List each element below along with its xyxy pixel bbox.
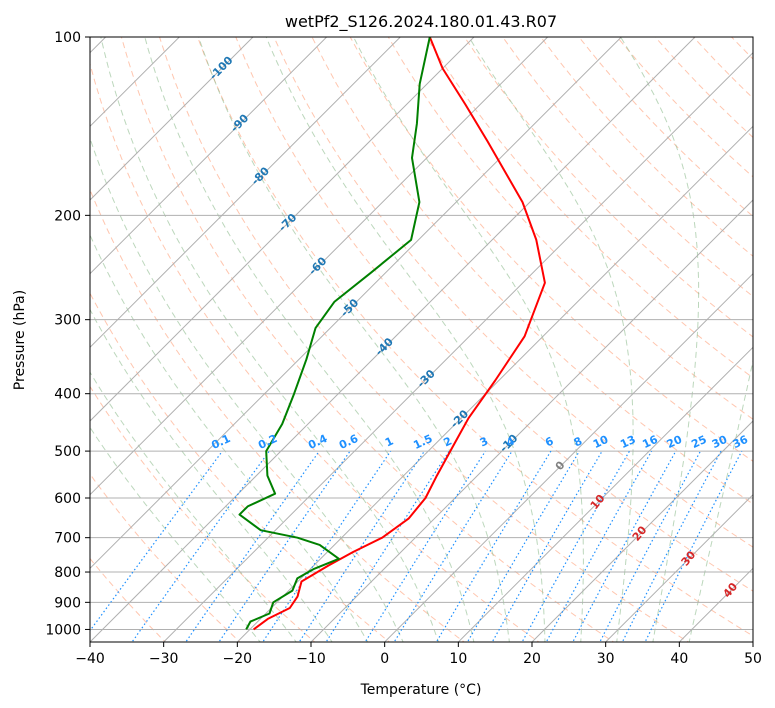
isotherm-line	[90, 37, 549, 496]
mixing-ratio-line	[393, 450, 513, 642]
mixing-ratio-label: 16	[640, 433, 660, 451]
isotherm-line	[310, 199, 753, 642]
x-tick-label: 50	[744, 651, 762, 667]
y-tick-label: 900	[54, 595, 81, 611]
mixing-ratio-line	[621, 450, 722, 642]
dry-adiabat	[90, 188, 465, 642]
isotherm-line	[457, 346, 753, 642]
isotherm-line	[90, 37, 475, 422]
dry-adiabat	[311, 37, 753, 505]
dry-adiabat	[159, 37, 690, 642]
dry-adiabat	[273, 37, 753, 548]
mixing-ratio-label: 13	[618, 433, 637, 451]
y-tick-label: 500	[54, 444, 81, 460]
mixing-ratio-label: 25	[689, 433, 708, 451]
dewpoint-profile	[238, 37, 431, 630]
dry-adiabat	[197, 37, 753, 637]
x-tick-label: −40	[75, 651, 105, 667]
mixing-ratio-line	[325, 450, 450, 642]
isotherm-line	[90, 37, 254, 201]
mixing-ratio-line	[218, 450, 351, 642]
y-tick-label: 100	[54, 30, 81, 46]
y-tick-label: 1000	[45, 622, 81, 638]
mixing-ratio-label: 10	[591, 433, 611, 451]
moist-adiabat	[90, 233, 369, 642]
y-axis-label: Pressure (hPa)	[12, 290, 28, 390]
mixing-ratio-line	[599, 450, 702, 642]
dry-adiabat	[387, 37, 753, 420]
temperature-profile	[253, 37, 546, 631]
isotherm-line	[162, 51, 753, 642]
y-tick-label: 200	[54, 208, 81, 224]
y-tick-label: 300	[54, 313, 81, 329]
y-tick-label: 400	[54, 387, 81, 403]
plot-frame	[89, 36, 754, 643]
mixing-ratio-line	[466, 450, 580, 642]
isotherm-line	[531, 420, 753, 642]
x-tick-label: 20	[523, 651, 541, 667]
mixing-ratio-line	[298, 450, 425, 642]
x-tick-label: 40	[670, 651, 688, 667]
mixing-ratio-line	[572, 450, 677, 642]
mixing-ratio-label: 30	[710, 433, 730, 451]
isotherm-line	[236, 125, 753, 642]
mixing-ratio-line	[262, 450, 392, 642]
chart-title: wetPf2_S126.2024.180.01.43.R07	[285, 12, 557, 32]
isotherm-line	[604, 493, 753, 642]
isotherm-line	[90, 37, 696, 642]
x-tick-label: −30	[149, 651, 179, 667]
isotherm-line	[90, 37, 402, 349]
mixing-ratio-line	[185, 450, 320, 642]
x-tick-label: 10	[449, 651, 467, 667]
background-lines	[90, 37, 753, 642]
mixing-ratio-line	[131, 450, 270, 642]
dry-adiabat	[349, 37, 753, 462]
mixing-ratio-label: 20	[665, 433, 685, 451]
x-tick-label: 30	[597, 651, 615, 667]
isotherm-line	[90, 37, 328, 275]
isotherm-line	[90, 37, 181, 128]
x-axis-label: Temperature (°C)	[360, 682, 482, 698]
y-tick-label: 800	[54, 565, 81, 581]
x-tick-label: −20	[223, 651, 253, 667]
x-axis-ticks: −40 −30 −20 −10 0 10 20 30 40 50	[75, 642, 762, 667]
y-tick-label: 700	[54, 531, 81, 547]
x-tick-label: −10	[296, 651, 326, 667]
isotherm-line	[383, 272, 753, 642]
mixing-ratio-line	[364, 450, 486, 642]
y-axis-ticks: 100 200 300 400 500 600 700 800 900 1000	[45, 30, 90, 638]
isotherm-line	[90, 37, 623, 570]
profile-series	[238, 37, 546, 631]
mixing-ratio-label: 36	[731, 433, 751, 451]
mixing-ratio-line	[90, 450, 223, 632]
y-tick-label: 600	[54, 491, 81, 507]
dry-adiabat	[235, 37, 753, 592]
x-tick-label: 0	[380, 651, 389, 667]
